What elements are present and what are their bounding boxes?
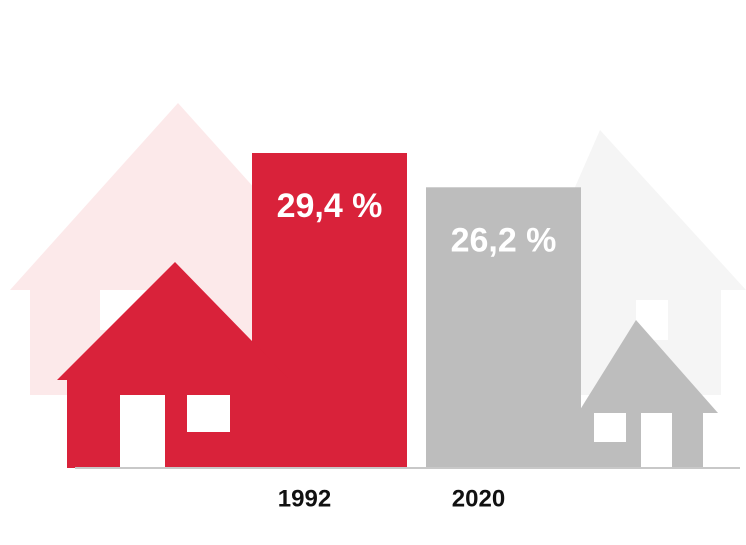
value-label: 29,4 % (277, 187, 383, 225)
category-label: 1992 (278, 485, 331, 512)
chart: 29,4 % 1992 26,2 % 2020 (0, 0, 746, 545)
value-label: 26,2 % (451, 221, 557, 259)
category-label: 2020 (452, 485, 505, 512)
